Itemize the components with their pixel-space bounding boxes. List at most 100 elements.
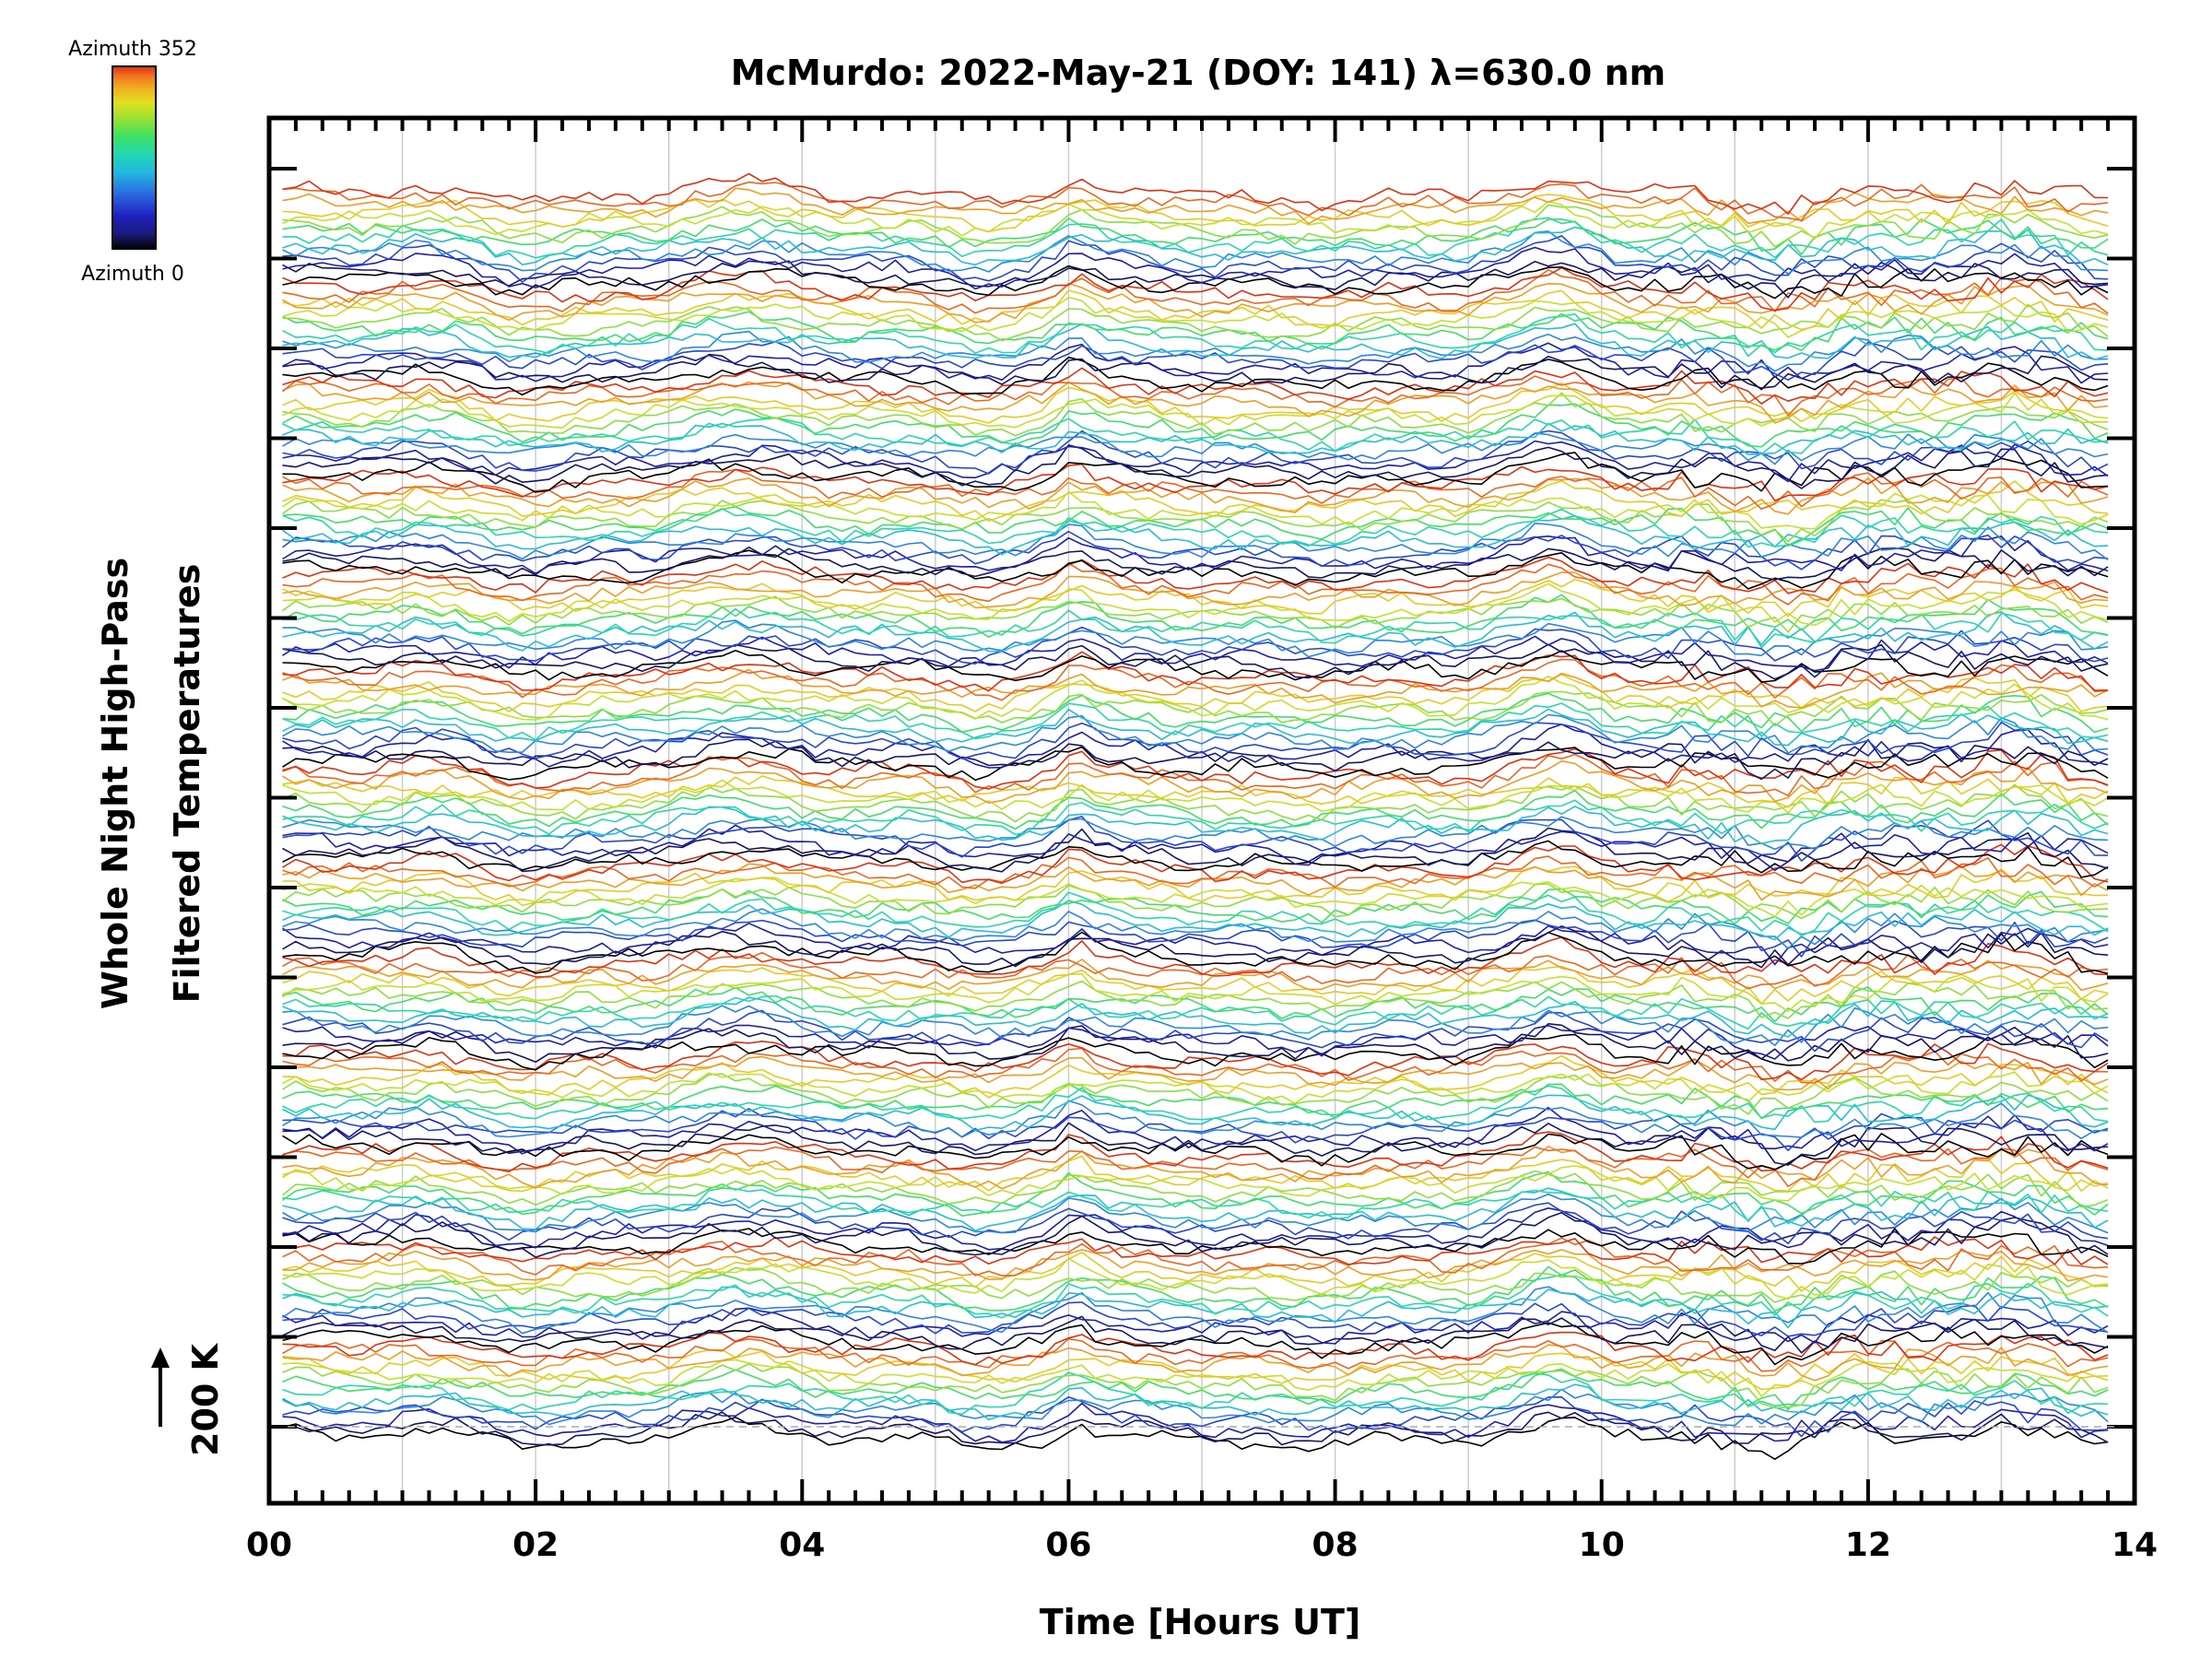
temperature-trace [282,499,2109,543]
temperature-trace [282,635,2109,672]
temperature-trace [282,702,2109,741]
temperature-trace [282,965,2109,1005]
temperature-trace [282,1228,2109,1265]
chart-title: McMurdo: 2022-May-21 (DOY: 141) λ=630.0 … [731,53,1666,93]
temperature-trace [282,1055,2109,1091]
temperature-trace [282,649,2109,683]
temperature-trace [282,392,2109,429]
temperature-trace [282,282,2109,324]
temperature-trace [282,268,2109,314]
temperature-trace [282,1033,2109,1071]
temperature-trace [282,1106,2109,1155]
temperature-trace [282,1187,2109,1231]
temperature-trace [282,775,2109,808]
temperature-trace [282,1402,2109,1443]
temperature-trace [282,1369,2109,1411]
temperature-trace [282,753,2109,797]
temperature-trace [282,626,2109,665]
temperature-trace [282,468,2109,511]
scale-label: 200 K [185,1342,226,1456]
temperature-trace [282,444,2109,489]
temperature-trace [282,877,2109,918]
temperature-trace [282,783,2109,823]
temperature-trace [282,1371,2109,1416]
temperature-trace [282,908,2109,949]
temperature-trace [282,1133,2109,1171]
temperature-trace [282,392,2109,437]
temperature-trace [281,1170,2109,1208]
temperature-trace [282,1383,2109,1420]
temperature-trace [282,925,2109,969]
temperature-trace [282,381,2109,424]
temperature-trace [282,535,2109,575]
temperature-trace [282,422,2109,455]
temperature-trace [282,611,2109,653]
temperature-trace [282,235,2109,283]
temperature-trace [282,181,2109,221]
temperature-trace [282,194,2109,233]
temperature-trace [282,246,2109,290]
temperature-trace [282,1023,2109,1064]
temperature-trace [282,403,2109,448]
temperature-trace [282,1131,2109,1172]
plot-frame [266,115,2137,1506]
temperature-trace [282,1286,2109,1329]
temperature-trace [282,936,2109,978]
temperature-trace [282,865,2109,907]
temperature-trace [282,651,2109,692]
temperature-trace [282,922,2109,966]
x-tick-label: 02 [512,1526,559,1564]
temperature-trace [282,266,2109,312]
temperature-trace [282,1331,2109,1366]
temperature-trace [282,1083,2109,1120]
temperature-trace [282,972,2109,1012]
temperature-trace [282,289,2109,331]
temperature-trace [282,759,2109,804]
temperature-trace [282,1100,2109,1140]
temperature-trace [282,582,2109,627]
temperature-trace [282,1146,2109,1188]
colorbar [112,65,157,250]
temperature-trace [282,463,2109,502]
temperature-trace [282,747,2109,790]
temperature-trace [282,1041,2109,1081]
temperature-trace [282,746,2109,782]
temperature-trace [282,959,2109,992]
colorbar-top-label: Azimuth 352 [68,38,197,61]
temperature-trace [282,562,2109,606]
trace-layer [281,172,2109,1460]
temperature-trace [282,311,2109,352]
temperature-trace [282,1237,2109,1277]
temperature-trace [282,1337,2109,1372]
temperature-trace [282,265,2109,300]
temperature-trace [282,1416,2109,1460]
temperature-trace [282,432,2109,465]
temperature-trace [282,375,2109,417]
temperature-trace [282,1249,2109,1282]
temperature-trace [282,303,2109,342]
x-tick-label: 00 [246,1526,292,1564]
temperature-trace [282,1202,2109,1244]
x-tick-label: 08 [1312,1526,1359,1564]
temperature-trace [282,312,2109,358]
temperature-trace [282,187,2109,225]
temperature-trace [282,1307,2109,1345]
temperature-trace [282,571,2109,609]
temperature-trace [282,1211,2109,1258]
temperature-trace [282,692,2109,734]
scale-indicator: 200 K [151,1342,226,1456]
temperature-trace [282,863,2109,901]
x-tick-label: 06 [1045,1526,1091,1564]
temperature-trace [282,226,2109,266]
temperature-trace [282,1344,2109,1382]
colorbar-bottom-label: Azimuth 0 [81,263,184,286]
temperature-trace [282,816,2109,851]
x-tick-labels: 00 02 04 06 08 10 12 14 [246,1526,2158,1564]
temperature-trace [282,1257,2109,1300]
temperature-trace [282,1286,2109,1335]
temperature-trace [282,1122,2109,1166]
temperature-trace [282,204,2109,248]
temperature-trace [282,799,2109,836]
temperature-trace [282,172,2109,215]
